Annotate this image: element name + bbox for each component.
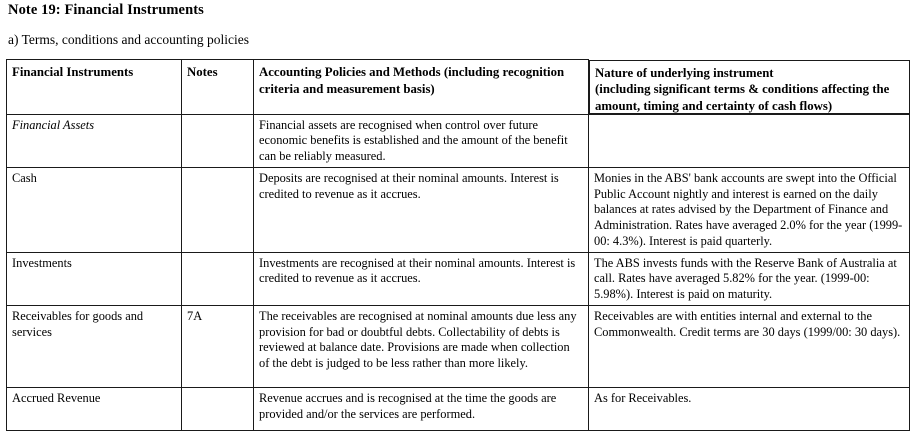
cell-instrument-accrued-revenue: Accrued Revenue <box>6 386 182 431</box>
table-header-row: Financial Instruments Notes Accounting P… <box>6 59 910 115</box>
cell-notes-accrued-revenue <box>181 386 254 431</box>
cell-instrument-investments: Investments <box>6 251 182 306</box>
cell-policy-financial-assets: Financial assets are recognised when con… <box>253 113 589 168</box>
cell-nature-receivables: Receivables are with entities internal a… <box>588 304 910 388</box>
column-header-financial-instruments: Financial Instruments <box>6 59 182 115</box>
cell-nature-investments: The ABS invests funds with the Reserve B… <box>588 251 910 306</box>
cell-policy-cash: Deposits are recognised at their nominal… <box>253 166 589 253</box>
table-row: Financial Assets Financial assets are re… <box>6 113 910 168</box>
page-title: Note 19: Financial Instruments <box>8 2 204 18</box>
cell-nature-financial-assets <box>588 113 910 168</box>
column-header-notes: Notes <box>181 59 254 115</box>
cell-notes-investments <box>181 251 254 306</box>
cell-instrument-financial-assets: Financial Assets <box>6 113 182 168</box>
table-row: Investments Investments are recognised a… <box>6 251 910 306</box>
cell-instrument-cash: Cash <box>6 166 182 253</box>
column-header-accounting-policies: Accounting Policies and Methods (includi… <box>253 59 589 115</box>
cell-notes-receivables: 7A <box>181 304 254 388</box>
cell-instrument-receivables: Receivables for goods and services <box>6 304 182 388</box>
section-subheading: a) Terms, conditions and accounting poli… <box>8 32 249 47</box>
table-row: Accrued Revenue Revenue accrues and is r… <box>6 386 910 431</box>
cell-policy-receivables: The receivables are recognised at nomina… <box>253 304 589 388</box>
document-page: Note 19: Financial Instruments a) Terms,… <box>6 2 910 431</box>
cell-nature-cash: Monies in the ABS' bank accounts are swe… <box>588 166 910 253</box>
financial-instruments-table: Financial Instruments Notes Accounting P… <box>6 59 910 431</box>
cell-notes-financial-assets <box>181 113 254 168</box>
column-header-nature-of-instrument: Nature of underlying instrument (includi… <box>589 59 910 114</box>
cell-policy-investments: Investments are recognised at their nomi… <box>253 251 589 306</box>
cell-policy-accrued-revenue: Revenue accrues and is recognised at the… <box>253 386 589 431</box>
cell-notes-cash <box>181 166 254 253</box>
cell-nature-accrued-revenue: As for Receivables. <box>588 386 910 431</box>
table-row: Receivables for goods and services 7A Th… <box>6 304 910 388</box>
table-row: Cash Deposits are recognised at their no… <box>6 166 910 253</box>
